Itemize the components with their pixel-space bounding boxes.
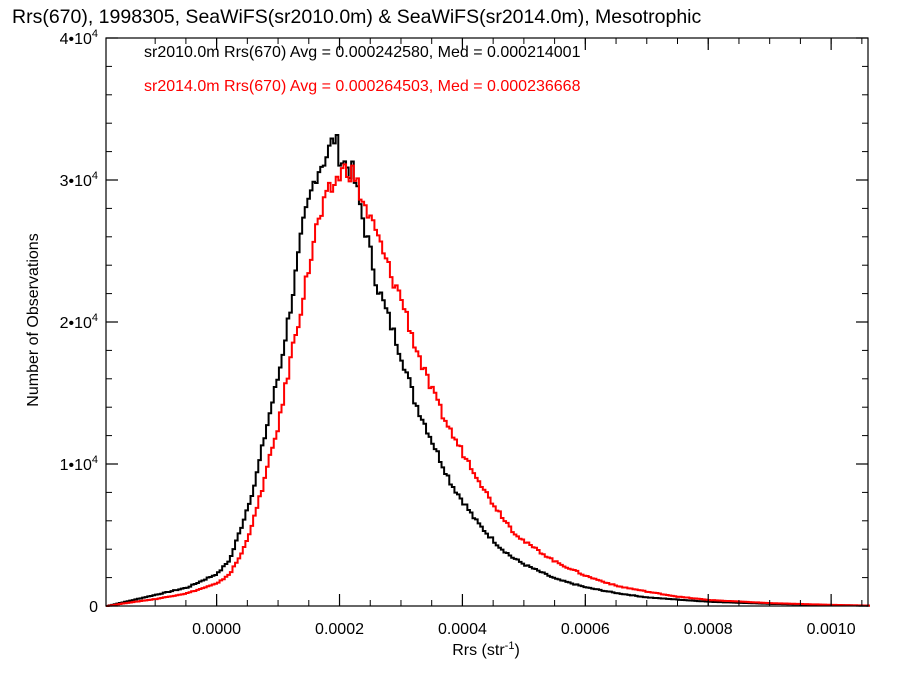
histogram-series-1 [106, 133, 870, 607]
x-tick-label: 0.0008 [684, 621, 733, 638]
histogram-series-2 [106, 163, 870, 607]
y-tick-label: 4•104 [60, 28, 98, 48]
x-axis-label-end: ) [514, 642, 519, 659]
legend-entry-1: sr2010.0m Rrs(670) Avg = 0.000242580, Me… [144, 44, 581, 61]
y-tick-label: 0 [89, 599, 98, 616]
y-axis-label: Number of Observations [25, 233, 42, 406]
y-tick-label: 1•104 [60, 454, 98, 474]
y-tick-label: 2•104 [60, 312, 98, 332]
x-axis-label: Rrs (str-1) [452, 640, 520, 659]
x-axis-label-sup: -1 [505, 640, 515, 652]
x-axis-label-text: Rrs (str [452, 642, 505, 659]
x-tick-label: 0.0006 [561, 621, 610, 638]
plot-frame [105, 37, 869, 607]
x-tick-label: 0.0004 [438, 621, 487, 638]
x-tick-label: 0.0010 [807, 621, 856, 638]
axes-layer: 0.0000 0.0002 0.0004 0.0006 0.0008 0.0010 0 1•1… [60, 28, 869, 638]
x-tick-label: 0.0000 [192, 621, 241, 638]
x-tick-label: 0.0002 [315, 621, 364, 638]
chart-title: Rrs(670), 1998305, SeaWiFS(sr2010.0m) & … [12, 6, 702, 28]
legend-entry-2: sr2014.0m Rrs(670) Avg = 0.000264503, Me… [144, 78, 581, 95]
series-layer [106, 133, 870, 607]
y-tick-label: 3•104 [60, 170, 98, 190]
